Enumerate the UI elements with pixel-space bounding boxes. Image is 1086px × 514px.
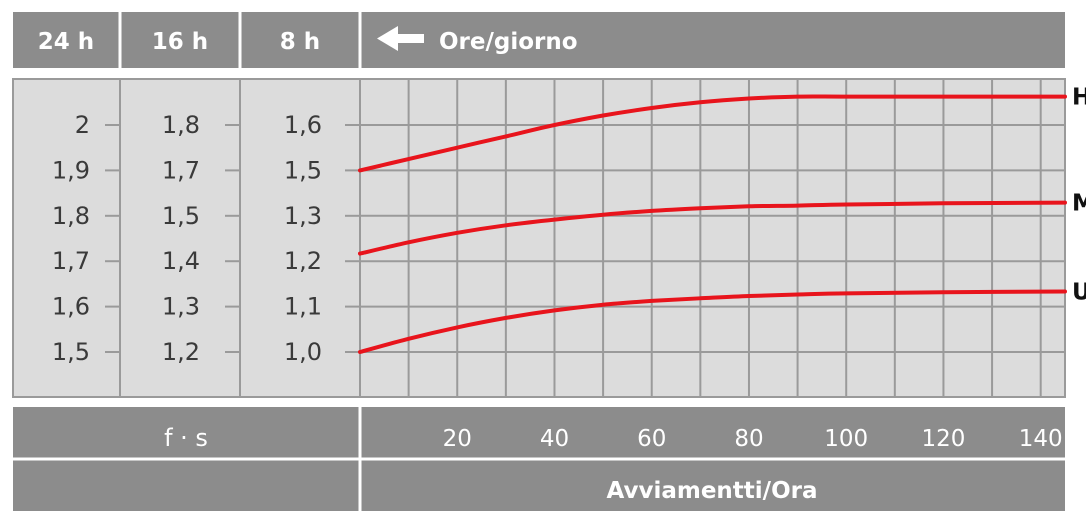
series-label-h: H — [1072, 85, 1086, 111]
plot-grid — [360, 79, 1065, 397]
y-tick-label: 1,4 — [162, 247, 200, 275]
x-tick-label: 60 — [637, 426, 666, 452]
y-tick-label: 1,5 — [162, 202, 200, 230]
x-tick-label: 80 — [734, 426, 763, 452]
y-tick-label: 1,7 — [162, 156, 200, 184]
x-tick-label: 100 — [824, 426, 868, 452]
header-16h: 16 h — [152, 29, 208, 55]
y-tick-label: 1,8 — [162, 111, 200, 139]
y-tick-label: 1,5 — [52, 338, 90, 366]
x-tick-label: 40 — [540, 426, 569, 452]
y-tick-label: 1,5 — [284, 156, 322, 184]
x-axis-title: Avviamentti/Ora — [607, 478, 818, 504]
curve-h — [358, 94, 1067, 173]
header-24h: 24 h — [38, 29, 94, 55]
y-tick-label: 2 — [75, 111, 90, 139]
series-label-m: M — [1072, 191, 1086, 217]
y-tick-label: 1,9 — [52, 156, 90, 184]
curve-u — [358, 289, 1067, 354]
curves — [358, 94, 1067, 354]
y-tick-label: 1,1 — [284, 293, 322, 321]
series-labels: H M U — [1072, 85, 1086, 306]
curve-m — [358, 200, 1067, 256]
x-tick-label: 140 — [1019, 426, 1063, 452]
y-tick-label: 1,6 — [52, 293, 90, 321]
header-axis-title: Ore/giorno — [439, 29, 578, 55]
series-label-u: U — [1072, 279, 1086, 305]
y-tick-labels: 2 1,9 1,8 1,7 1,6 1,5 1,8 1,7 1,5 1,4 1,3 1,2 1,6 1,5… — [52, 111, 360, 366]
y-tick-label: 1,3 — [284, 202, 322, 230]
arrow-left-icon — [377, 26, 424, 51]
y-tick-label: 1,3 — [162, 293, 200, 321]
header-bar — [13, 12, 1065, 68]
header-8h: 8 h — [280, 29, 320, 55]
y-tick-label: 1,8 — [52, 202, 90, 230]
x-tick-label: 120 — [921, 426, 965, 452]
x-tick-labels: 20 40 60 80 100 120 140 — [443, 426, 1063, 452]
y-tick-label: 1,0 — [284, 338, 322, 366]
y-tick-label: 1,6 — [284, 111, 322, 139]
x-tick-label: 20 — [443, 426, 472, 452]
y-tick-label: 1,2 — [284, 247, 322, 275]
y-tick-label: 1,2 — [162, 338, 200, 366]
chart-body — [12, 78, 1066, 398]
factor-label: f · s — [164, 424, 208, 452]
y-tick-label: 1,7 — [52, 247, 90, 275]
